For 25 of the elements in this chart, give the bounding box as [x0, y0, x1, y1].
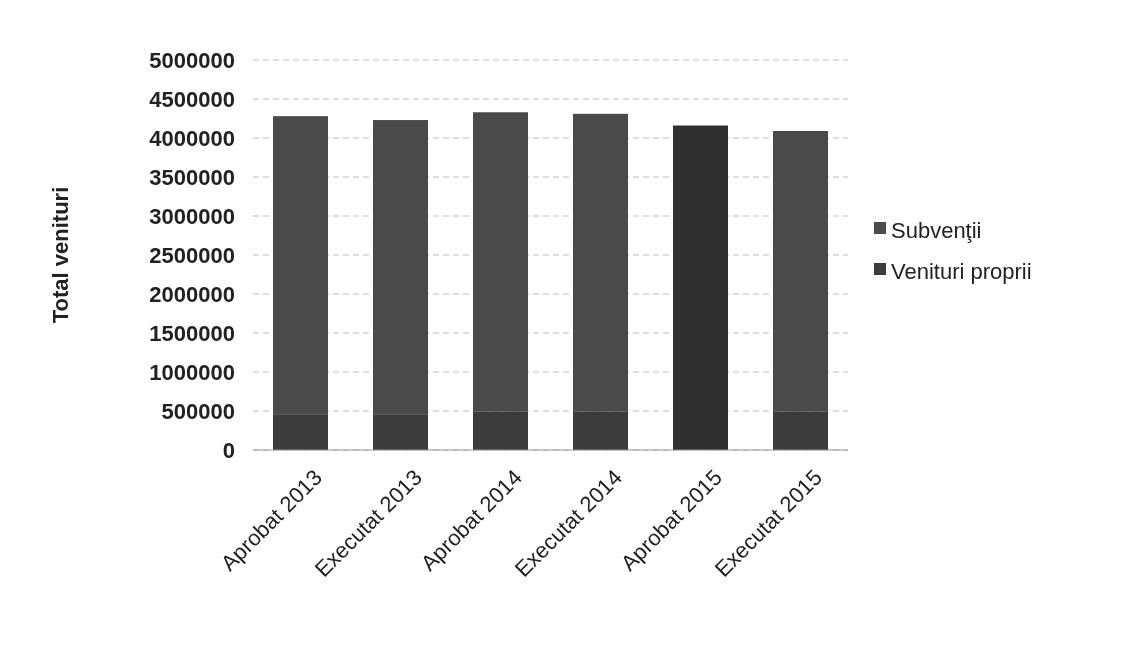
y-tick-label: 5000000	[149, 47, 235, 73]
bar	[273, 116, 328, 415]
bar	[473, 112, 528, 412]
bar	[373, 120, 428, 415]
bar	[673, 125, 728, 450]
bar	[273, 414, 328, 450]
y-tick-label: 1000000	[149, 359, 235, 385]
bar	[773, 130, 828, 412]
bar	[573, 113, 628, 412]
y-tick-label: 3500000	[149, 164, 235, 190]
bar	[773, 411, 828, 450]
y-tick-label: 3000000	[149, 203, 235, 229]
y-tick-label: 1500000	[149, 320, 235, 346]
legend-label: Subvenţii	[891, 217, 982, 243]
y-tick-label: 0	[222, 437, 235, 463]
legend-label: Venituri proprii	[891, 258, 1032, 284]
y-axis-title: Total venituri	[48, 186, 73, 324]
y-tick-label: 500000	[161, 398, 235, 424]
bar	[373, 414, 428, 450]
y-tick-label: 2000000	[149, 281, 235, 307]
y-tick-label: 4500000	[149, 86, 235, 112]
y-tick-label: 4000000	[149, 125, 235, 151]
y-tick-label: 2500000	[149, 242, 235, 268]
bar	[573, 411, 628, 450]
bar	[473, 411, 528, 450]
